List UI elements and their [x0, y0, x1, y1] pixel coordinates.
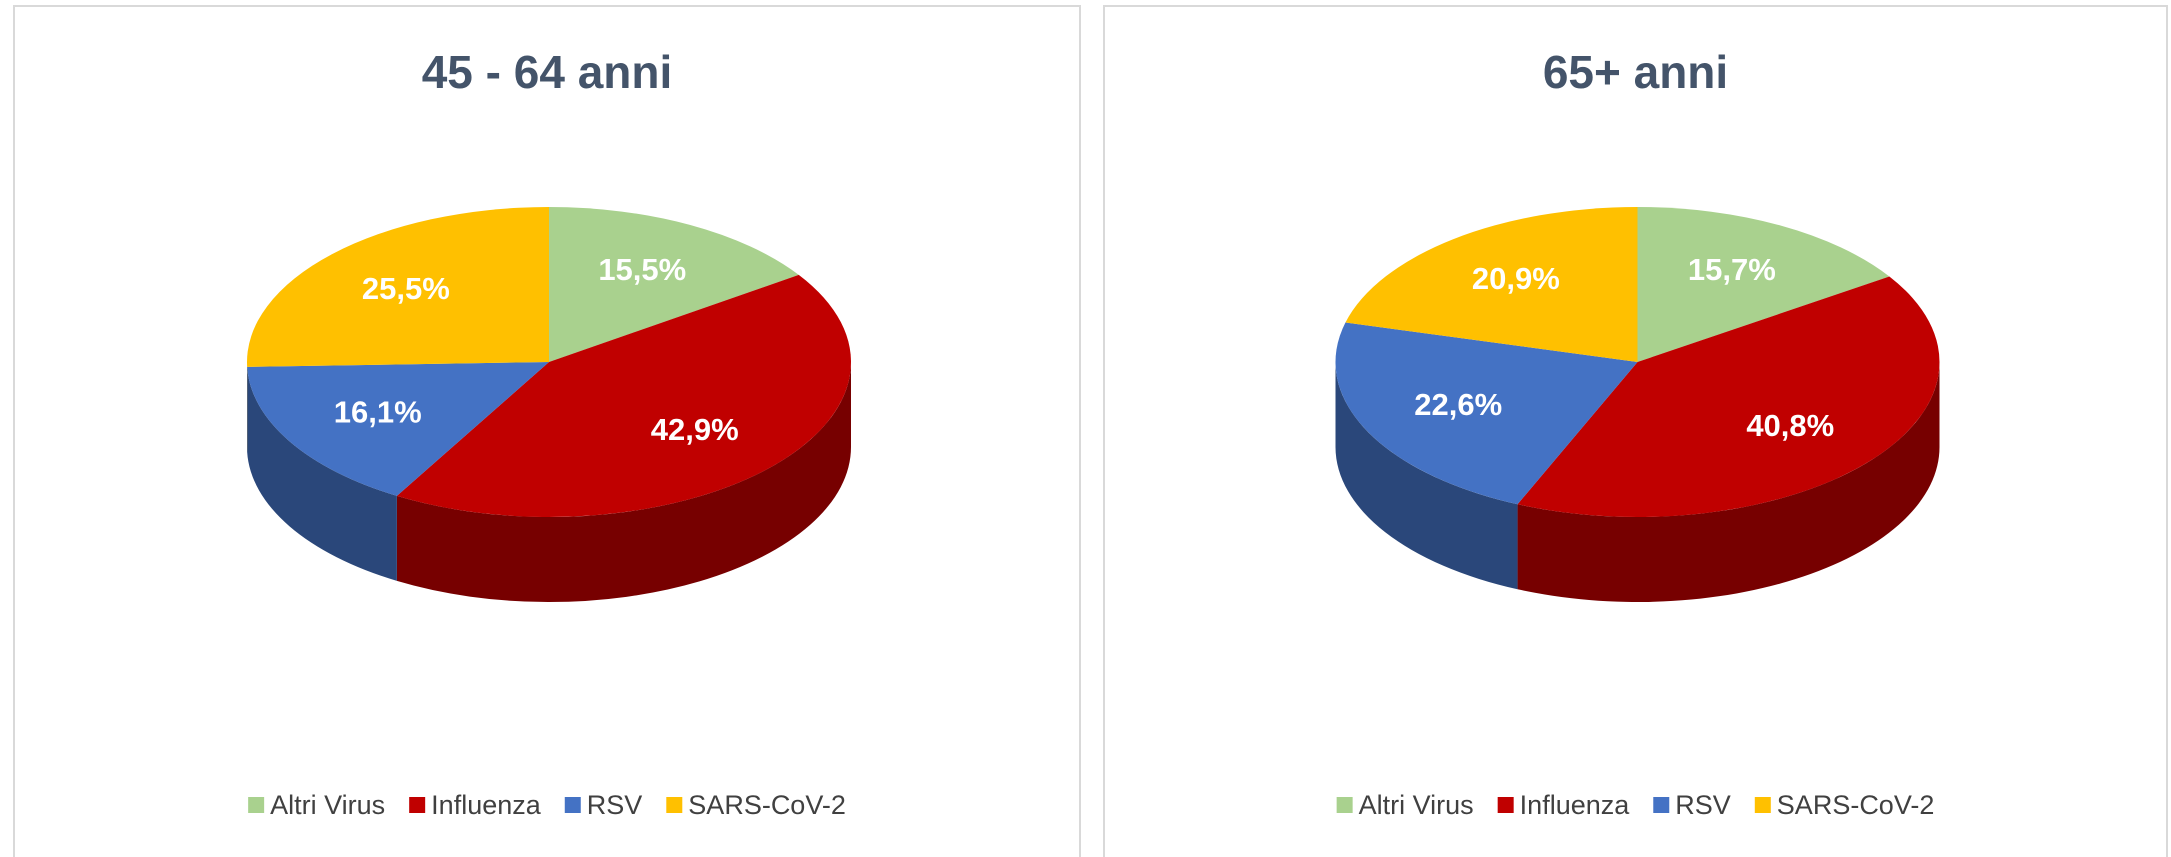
legend-label: Influenza: [431, 790, 542, 820]
legend-label: SARS-CoV-2: [1777, 790, 1935, 820]
legend-swatch: [1336, 797, 1353, 813]
slice-side: [396, 362, 851, 603]
data-label: 20,9%: [1472, 261, 1560, 296]
legend-label: Altri Virus: [270, 790, 385, 820]
legend-swatch: [1653, 797, 1670, 813]
legend-label: Altri Virus: [1359, 790, 1474, 820]
slice: [247, 207, 549, 367]
legend-swatch: [1497, 797, 1514, 813]
legend-label: RSV: [1675, 790, 1731, 820]
slice: [247, 362, 549, 496]
legend-label: Influenza: [1520, 790, 1631, 820]
slice: [549, 207, 799, 362]
data-label: 40,8%: [1746, 408, 1834, 443]
data-label: 16,1%: [334, 395, 422, 430]
data-label: 15,5%: [598, 252, 686, 287]
slice-side: [247, 366, 397, 581]
data-label: 15,7%: [1688, 252, 1776, 287]
chart-title: 65+ anni: [1543, 46, 1728, 98]
slice-side: [1517, 362, 1940, 602]
legend-label: SARS-CoV-2: [688, 790, 846, 820]
legend: Altri Virus Influenza RSV SARS-CoV-2: [248, 790, 846, 820]
legend-swatch: [1754, 797, 1771, 813]
slice: [1335, 322, 1638, 505]
legend-label: RSV: [587, 790, 643, 820]
data-label: 42,9%: [651, 412, 739, 447]
legend-swatch: [248, 797, 265, 813]
slice: [1517, 276, 1940, 518]
legend-swatch: [564, 797, 581, 813]
slice: [1637, 207, 1890, 362]
data-label: 22,6%: [1414, 387, 1502, 422]
slice: [396, 274, 851, 517]
slice-side: [1335, 362, 1518, 590]
legend-swatch: [409, 797, 426, 813]
legend-swatch: [666, 797, 683, 813]
slice: [1345, 207, 1638, 362]
data-label: 25,5%: [362, 271, 450, 306]
legend: Altri Virus Influenza RSV SARS-CoV-2: [1336, 790, 1935, 820]
chart-title: 45 - 64 anni: [422, 46, 673, 98]
